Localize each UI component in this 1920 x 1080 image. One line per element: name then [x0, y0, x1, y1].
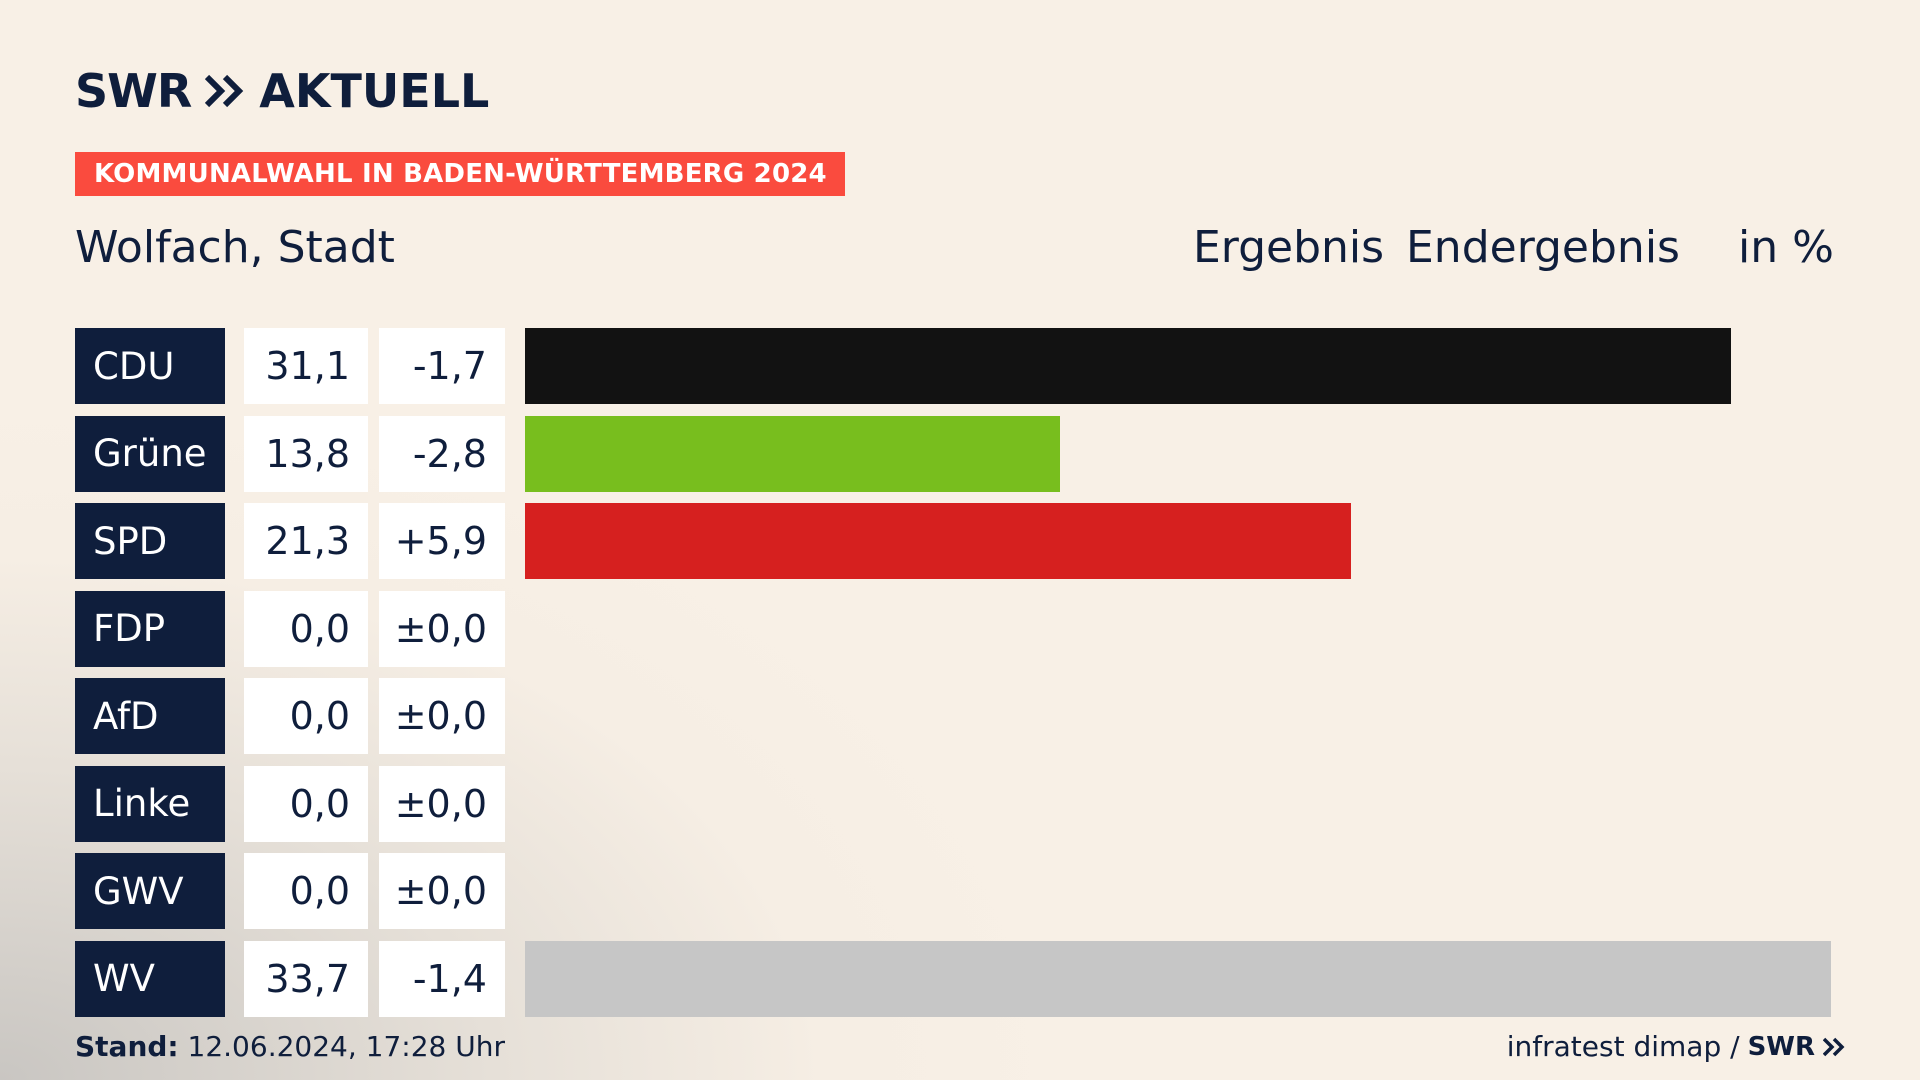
bar-mark [525, 503, 1351, 579]
diff-label: ±0,0 [379, 853, 505, 929]
election-banner: KOMMUNALWAHL IN BADEN-WÜRTTEMBERG 2024 [75, 152, 845, 196]
source-text: infratest dimap / [1506, 1030, 1740, 1063]
value-label: 33,7 [244, 940, 368, 1017]
value-label: 0,0 [244, 678, 368, 754]
value-label: 0,0 [244, 765, 368, 842]
party-label: CDU [75, 328, 225, 404]
logo-brand: SWR [75, 64, 192, 118]
value-label: 31,1 [244, 328, 368, 404]
bar-mark [525, 415, 1060, 492]
value-label: 0,0 [244, 853, 368, 929]
header-unit: in % [1738, 222, 1834, 273]
small-double-chevron-icon [1823, 1037, 1845, 1056]
result-row: SPD 21,3 +5,9 [0, 503, 1920, 579]
result-row: FDP 0,0 ±0,0 [0, 590, 1920, 667]
party-label: WV [75, 940, 225, 1017]
value-label: 21,3 [244, 503, 368, 579]
logo-product: AKTUELL [259, 64, 490, 118]
stand-value: 12.06.2024, 17:28 Uhr [187, 1030, 505, 1063]
party-label: Grüne [75, 415, 225, 492]
diff-label: ±0,0 [379, 765, 505, 842]
party-label: SPD [75, 503, 225, 579]
swr-aktuell-logo: SWR AKTUELL [75, 64, 490, 118]
source-brand: SWR [1747, 1031, 1815, 1062]
diff-label: ±0,0 [379, 590, 505, 667]
header-status: Endergebnis [1406, 222, 1680, 273]
stand-label: Stand: [75, 1030, 179, 1063]
bar-mark [525, 328, 1731, 404]
diff-label: -1,7 [379, 328, 505, 404]
header-result: Ergebnis [1193, 222, 1385, 273]
diff-label: -1,4 [379, 940, 505, 1017]
diff-label: ±0,0 [379, 678, 505, 754]
diff-label: +5,9 [379, 503, 505, 579]
result-row: Linke 0,0 ±0,0 [0, 765, 1920, 842]
bar-mark [525, 940, 1832, 1017]
result-row: AfD 0,0 ±0,0 [0, 678, 1920, 754]
timestamp: Stand: 12.06.2024, 17:28 Uhr [75, 1030, 505, 1063]
result-row: WV 33,7 -1,4 [0, 940, 1920, 1017]
result-row: GWV 0,0 ±0,0 [0, 853, 1920, 929]
party-label: AfD [75, 678, 225, 754]
party-label: Linke [75, 765, 225, 842]
party-label: GWV [75, 853, 225, 929]
place-title: Wolfach, Stadt [75, 222, 395, 273]
value-label: 13,8 [244, 415, 368, 492]
result-row: Grüne 13,8 -2,8 [0, 415, 1920, 492]
diff-label: -2,8 [379, 415, 505, 492]
party-label: FDP [75, 590, 225, 667]
double-chevron-icon [205, 74, 244, 108]
source-credit: infratest dimap / SWR [1507, 1030, 1845, 1063]
value-label: 0,0 [244, 590, 368, 667]
result-row: CDU 31,1 -1,7 [0, 328, 1920, 404]
